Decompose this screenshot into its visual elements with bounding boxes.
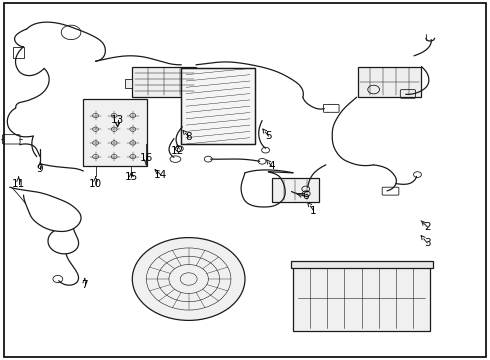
Bar xyxy=(181,68,255,144)
Bar xyxy=(181,68,255,144)
Text: 1: 1 xyxy=(310,206,317,216)
Text: 2: 2 xyxy=(424,222,431,232)
Text: 7: 7 xyxy=(81,280,88,290)
Text: 5: 5 xyxy=(265,131,272,141)
Text: 16: 16 xyxy=(139,153,153,163)
Bar xyxy=(125,79,132,88)
Text: 4: 4 xyxy=(269,161,275,171)
Text: 6: 6 xyxy=(302,191,309,201)
Text: 8: 8 xyxy=(185,132,192,142)
Bar xyxy=(83,99,147,166)
Bar xyxy=(291,261,433,268)
Text: 3: 3 xyxy=(424,238,431,248)
Bar xyxy=(13,47,24,58)
Bar xyxy=(272,178,319,202)
Text: 15: 15 xyxy=(124,172,138,182)
Bar xyxy=(358,67,421,97)
Text: 11: 11 xyxy=(12,179,25,189)
Text: 13: 13 xyxy=(111,114,124,125)
Bar xyxy=(293,265,430,331)
Text: 9: 9 xyxy=(37,164,44,174)
Text: 10: 10 xyxy=(89,179,102,189)
Ellipse shape xyxy=(132,238,245,320)
Text: 12: 12 xyxy=(171,146,184,156)
Text: 14: 14 xyxy=(154,170,168,180)
Bar xyxy=(132,67,196,97)
